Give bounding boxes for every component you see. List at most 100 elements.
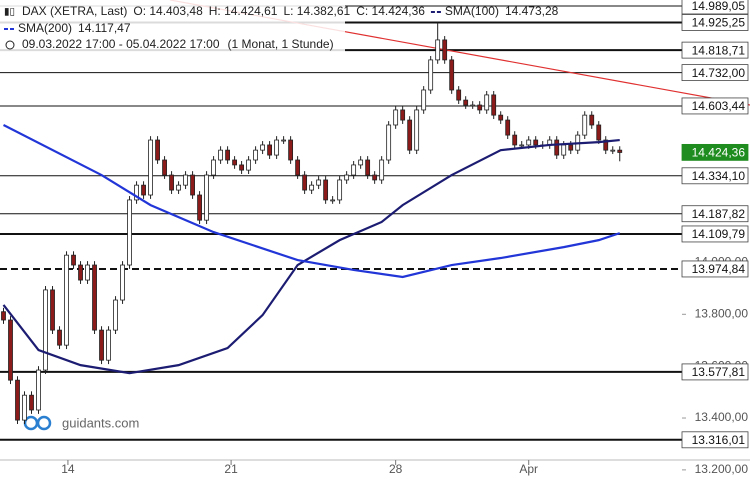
candle-body <box>386 124 392 161</box>
candle-body <box>491 94 497 116</box>
candle-body <box>92 264 97 331</box>
candle-body <box>218 149 223 161</box>
candle-body <box>22 394 27 421</box>
candle-body <box>64 254 69 346</box>
candle-body <box>400 109 406 121</box>
candle-body <box>582 114 588 136</box>
candle-body <box>302 174 308 191</box>
candle-body <box>463 99 469 106</box>
level-tag <box>681 363 749 381</box>
candle-body <box>15 379 20 421</box>
candle-body <box>442 39 448 61</box>
level-tag-label: 13.316,01 <box>692 433 746 447</box>
candle-body <box>1 311 6 321</box>
ohlc-value: H: 14.424,61 <box>209 4 278 18</box>
candle-body <box>183 174 188 186</box>
candle-body <box>57 329 62 346</box>
candle-body <box>330 199 336 202</box>
level-tag <box>681 260 749 278</box>
candle-body <box>449 59 455 91</box>
candle-body <box>428 59 434 91</box>
level-tag-label: 14.109,79 <box>692 227 746 241</box>
header-bg <box>0 0 345 54</box>
candle-body <box>316 179 322 186</box>
logo-ring <box>36 415 52 431</box>
candle-body <box>134 184 139 201</box>
candle-body <box>120 264 125 301</box>
level-tag-label: 14.989,05 <box>692 0 746 13</box>
y-tick-label: 13.400,00 <box>695 410 749 424</box>
x-tick-label: 21 <box>224 462 238 476</box>
x-tick-label: Apr <box>519 462 538 476</box>
level-tag <box>681 97 749 115</box>
level-tag <box>681 167 749 185</box>
candle-body <box>141 184 146 196</box>
range-icon <box>5 40 15 50</box>
candle-body <box>155 139 160 161</box>
candle-body <box>78 264 83 281</box>
level-tag-label: 13.974,84 <box>692 262 746 276</box>
level-tag <box>681 41 749 59</box>
level-tag <box>681 205 749 223</box>
y-tick-label: 13.200,00 <box>695 462 749 476</box>
candle-body <box>127 199 132 266</box>
candle-body <box>526 139 532 146</box>
symbol-icon: ▮▯ <box>4 7 15 18</box>
candle-body <box>260 144 266 151</box>
candle-body <box>519 144 525 147</box>
candle-body <box>99 329 104 361</box>
x-tick-label: 14 <box>61 462 75 476</box>
level-tag-label: 14.925,25 <box>692 16 746 30</box>
candle-body <box>309 184 315 191</box>
candle-body <box>274 139 280 156</box>
level-tag-label: 14.424,36 <box>692 146 746 160</box>
candle-body <box>148 139 153 196</box>
candle-body <box>617 149 623 153</box>
candle-body <box>85 264 90 281</box>
candle-body <box>554 139 560 156</box>
candle-body <box>358 159 364 166</box>
candle-body <box>365 159 371 176</box>
candle-body <box>246 159 251 171</box>
candle-body <box>295 159 301 176</box>
level-tag <box>681 143 749 161</box>
level-tag <box>681 14 749 31</box>
candle-body <box>204 174 209 221</box>
candle-body <box>414 109 420 151</box>
level-tag-label: 14.334,10 <box>692 169 746 183</box>
legend-title: DAX (XETRA, Last) <box>22 4 127 18</box>
candle-body <box>36 369 41 411</box>
candle-body <box>162 159 167 176</box>
candle-body <box>484 94 490 111</box>
candle-body <box>589 114 595 126</box>
indicator-line <box>2 138 620 375</box>
level-tag-label: 14.603,44 <box>692 99 746 113</box>
candle-body <box>29 394 34 411</box>
level-tag-label: 14.187,82 <box>692 207 746 221</box>
candle-body <box>372 174 378 181</box>
candle-body <box>561 144 567 156</box>
watermark: guidants.com <box>23 415 139 431</box>
candle-body <box>43 289 48 371</box>
candle-body <box>498 114 504 121</box>
candle-body <box>470 104 476 107</box>
candle-body <box>477 104 483 111</box>
candle-body <box>603 139 609 151</box>
legend-name: SMA(100) <box>445 4 499 18</box>
candle-body <box>533 139 539 146</box>
y-tick-label: 13.800,00 <box>695 306 749 320</box>
ohlc-value: L: 14.382,61 <box>283 4 350 18</box>
level-tag-label: 14.732,00 <box>692 66 746 80</box>
legend-name: SMA(200) <box>18 21 72 35</box>
candle-body <box>106 329 111 361</box>
candle-body <box>50 289 55 331</box>
watermark-text: guidants.com <box>62 415 139 430</box>
candle-body <box>169 174 174 191</box>
candle-body <box>225 149 230 161</box>
level-tag <box>681 64 749 82</box>
candle-body <box>211 159 216 176</box>
candle-body <box>232 159 237 166</box>
candle-body <box>456 89 462 101</box>
candle-body <box>435 39 441 61</box>
